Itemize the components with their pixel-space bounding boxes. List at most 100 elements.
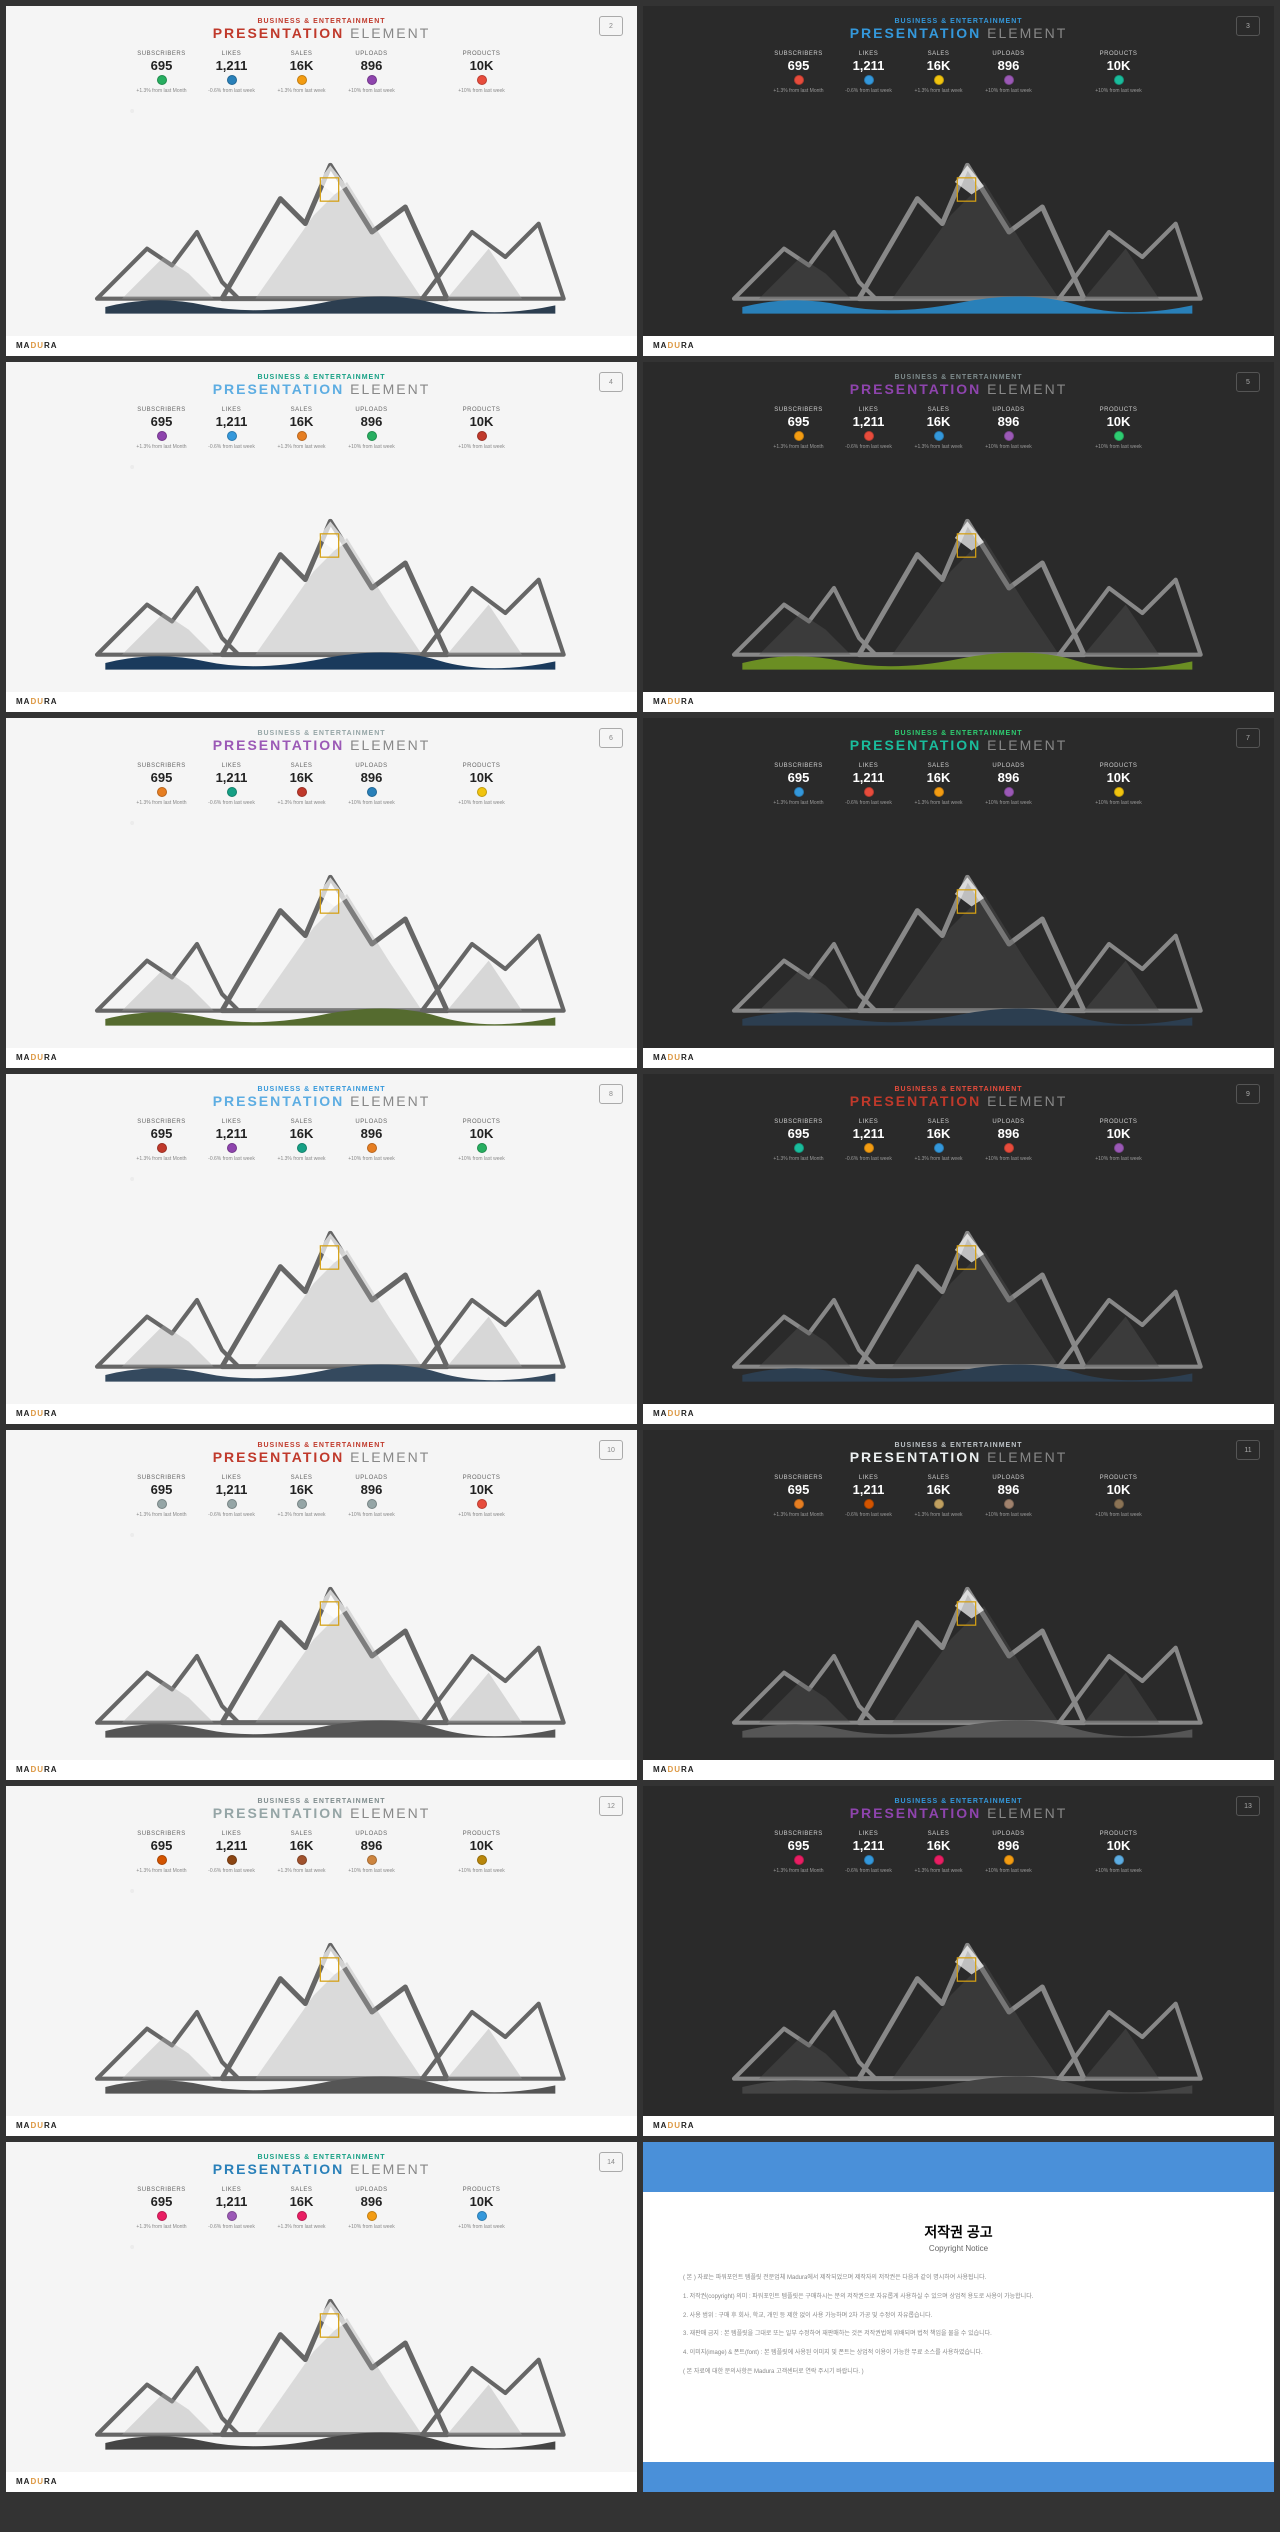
- stat-dot-icon: [1114, 1855, 1124, 1865]
- page-number: 5: [1236, 372, 1260, 392]
- stat-change: +1.3% from last week: [909, 1512, 969, 1518]
- stat-label: UPLOADS: [342, 2187, 402, 2193]
- stat-label: SALES: [272, 51, 332, 57]
- stat-change: +1.3% from last week: [272, 1868, 332, 1874]
- stat-item: SUBSCRIBERS 695 +1.3% from last Month: [769, 407, 829, 450]
- stat-dot-icon: [1004, 787, 1014, 797]
- stat-label: SALES: [272, 2187, 332, 2193]
- stat-label: PRODUCTS: [452, 407, 512, 413]
- brand-footer: MADURA: [643, 1404, 1274, 1424]
- mountain-graphic: [38, 1912, 606, 2112]
- stat-item: PRODUCTS 10K +10% from last week: [1089, 51, 1149, 94]
- stat-change: +10% from last week: [342, 444, 402, 450]
- stats-row: SUBSCRIBERS 695 +1.3% from last Month LI…: [643, 763, 1274, 806]
- stat-value: 10K: [1089, 1126, 1149, 1141]
- stat-item: LIKES 1,211 -0.6% from last week: [839, 407, 899, 450]
- stat-item: LIKES 1,211 -0.6% from last week: [202, 407, 262, 450]
- stat-label: PRODUCTS: [452, 2187, 512, 2193]
- stat-value: 896: [979, 414, 1039, 429]
- stat-label: SALES: [272, 763, 332, 769]
- stat-value: 695: [769, 1126, 829, 1141]
- slide-subtitle: BUSINESS & ENTERTAINMENT: [643, 18, 1274, 25]
- stat-value: 1,211: [202, 2194, 262, 2209]
- mountain-graphic: [38, 2268, 606, 2468]
- stat-item: PRODUCTS 10K +10% from last week: [452, 763, 512, 806]
- stat-item: LIKES 1,211 -0.6% from last week: [202, 2187, 262, 2230]
- brand-footer: MADURA: [643, 1760, 1274, 1780]
- stats-row: SUBSCRIBERS 695 +1.3% from last Month LI…: [643, 51, 1274, 94]
- stat-item: SALES 16K +1.3% from last week: [909, 1475, 969, 1518]
- slide-subtitle: BUSINESS & ENTERTAINMENT: [643, 1442, 1274, 1449]
- stat-value: 695: [132, 58, 192, 73]
- stat-dot-icon: [864, 1143, 874, 1153]
- stat-change: +1.3% from last week: [909, 800, 969, 806]
- copyright-text: ( 본 ) 자료는 파워포인트 템플릿 전문업체 Madura에서 제작되었으며…: [683, 2273, 1234, 2378]
- stat-item: SALES 16K +1.3% from last week: [272, 51, 332, 94]
- stat-item: PRODUCTS 10K +10% from last week: [1089, 763, 1149, 806]
- mountain-graphic: [675, 488, 1243, 688]
- stat-change: +10% from last week: [979, 444, 1039, 450]
- stat-change: +10% from last week: [342, 1156, 402, 1162]
- stat-change: -0.6% from last week: [202, 800, 262, 806]
- stat-item: PRODUCTS 10K +10% from last week: [452, 1475, 512, 1518]
- stat-value: 695: [132, 2194, 192, 2209]
- stat-item: PRODUCTS 10K +10% from last week: [452, 51, 512, 94]
- copyright-header-bar: [643, 2142, 1274, 2192]
- stat-change: +1.3% from last week: [272, 1156, 332, 1162]
- stat-value: 896: [342, 2194, 402, 2209]
- stat-value: 695: [769, 414, 829, 429]
- stat-value: 896: [979, 1482, 1039, 1497]
- stat-dot-icon: [367, 2211, 377, 2221]
- stat-dot-icon: [794, 1143, 804, 1153]
- stat-label: SUBSCRIBERS: [769, 1831, 829, 1837]
- stat-dot-icon: [1004, 1855, 1014, 1865]
- stat-label: SALES: [272, 1831, 332, 1837]
- stat-dot-icon: [794, 75, 804, 85]
- mountain-graphic: [675, 132, 1243, 332]
- stat-change: +10% from last week: [979, 1512, 1039, 1518]
- stat-label: SUBSCRIBERS: [769, 1475, 829, 1481]
- stat-dot-icon: [157, 2211, 167, 2221]
- stat-item: SUBSCRIBERS 695 +1.3% from last Month: [769, 1475, 829, 1518]
- slide-title: PRESENTATION ELEMENT: [643, 737, 1274, 753]
- stat-dot-icon: [1114, 431, 1124, 441]
- slide: 11 BUSINESS & ENTERTAINMENT PRESENTATION…: [643, 1430, 1274, 1780]
- stat-item: SUBSCRIBERS 695 +1.3% from last Month: [132, 1119, 192, 1162]
- stat-label: PRODUCTS: [452, 1475, 512, 1481]
- stat-dot-icon: [864, 75, 874, 85]
- stat-item: PRODUCTS 10K +10% from last week: [452, 2187, 512, 2230]
- stat-item: SALES 16K +1.3% from last week: [909, 407, 969, 450]
- stat-label: LIKES: [839, 1475, 899, 1481]
- brand-footer: MADURA: [6, 2472, 637, 2492]
- copyright-para: 1. 저작권(copyright) 의미 : 파워포인트 템플릿은 구매하시는 …: [683, 2292, 1234, 2303]
- stat-value: 10K: [452, 2194, 512, 2209]
- mountain-graphic: [675, 1200, 1243, 1400]
- stat-dot-icon: [157, 431, 167, 441]
- stat-item: SUBSCRIBERS 695 +1.3% from last Month: [769, 763, 829, 806]
- stat-value: 1,211: [839, 1838, 899, 1853]
- stat-value: 16K: [272, 770, 332, 785]
- stat-change: +1.3% from last week: [272, 444, 332, 450]
- stat-label: SUBSCRIBERS: [769, 51, 829, 57]
- stat-change: -0.6% from last week: [839, 1868, 899, 1874]
- stat-label: SALES: [909, 1475, 969, 1481]
- stat-dot-icon: [1004, 75, 1014, 85]
- brand-footer: MADURA: [643, 1048, 1274, 1068]
- stat-change: +10% from last week: [342, 2224, 402, 2230]
- stat-value: 10K: [1089, 58, 1149, 73]
- stats-row: SUBSCRIBERS 695 +1.3% from last Month LI…: [6, 763, 637, 806]
- stat-label: UPLOADS: [979, 1475, 1039, 1481]
- stat-label: LIKES: [202, 763, 262, 769]
- stat-change: +10% from last week: [342, 88, 402, 94]
- stat-item: UPLOADS 896 +10% from last week: [979, 763, 1039, 806]
- stat-label: LIKES: [202, 407, 262, 413]
- stat-item: SUBSCRIBERS 695 +1.3% from last Month: [769, 1119, 829, 1162]
- stat-label: PRODUCTS: [452, 1831, 512, 1837]
- stats-row: SUBSCRIBERS 695 +1.3% from last Month LI…: [643, 1119, 1274, 1162]
- mountain-graphic: [675, 844, 1243, 1044]
- stat-label: UPLOADS: [979, 51, 1039, 57]
- stat-dot-icon: [1114, 75, 1124, 85]
- slide-subtitle: BUSINESS & ENTERTAINMENT: [643, 730, 1274, 737]
- stat-value: 695: [132, 1838, 192, 1853]
- brand-footer: MADURA: [6, 1404, 637, 1424]
